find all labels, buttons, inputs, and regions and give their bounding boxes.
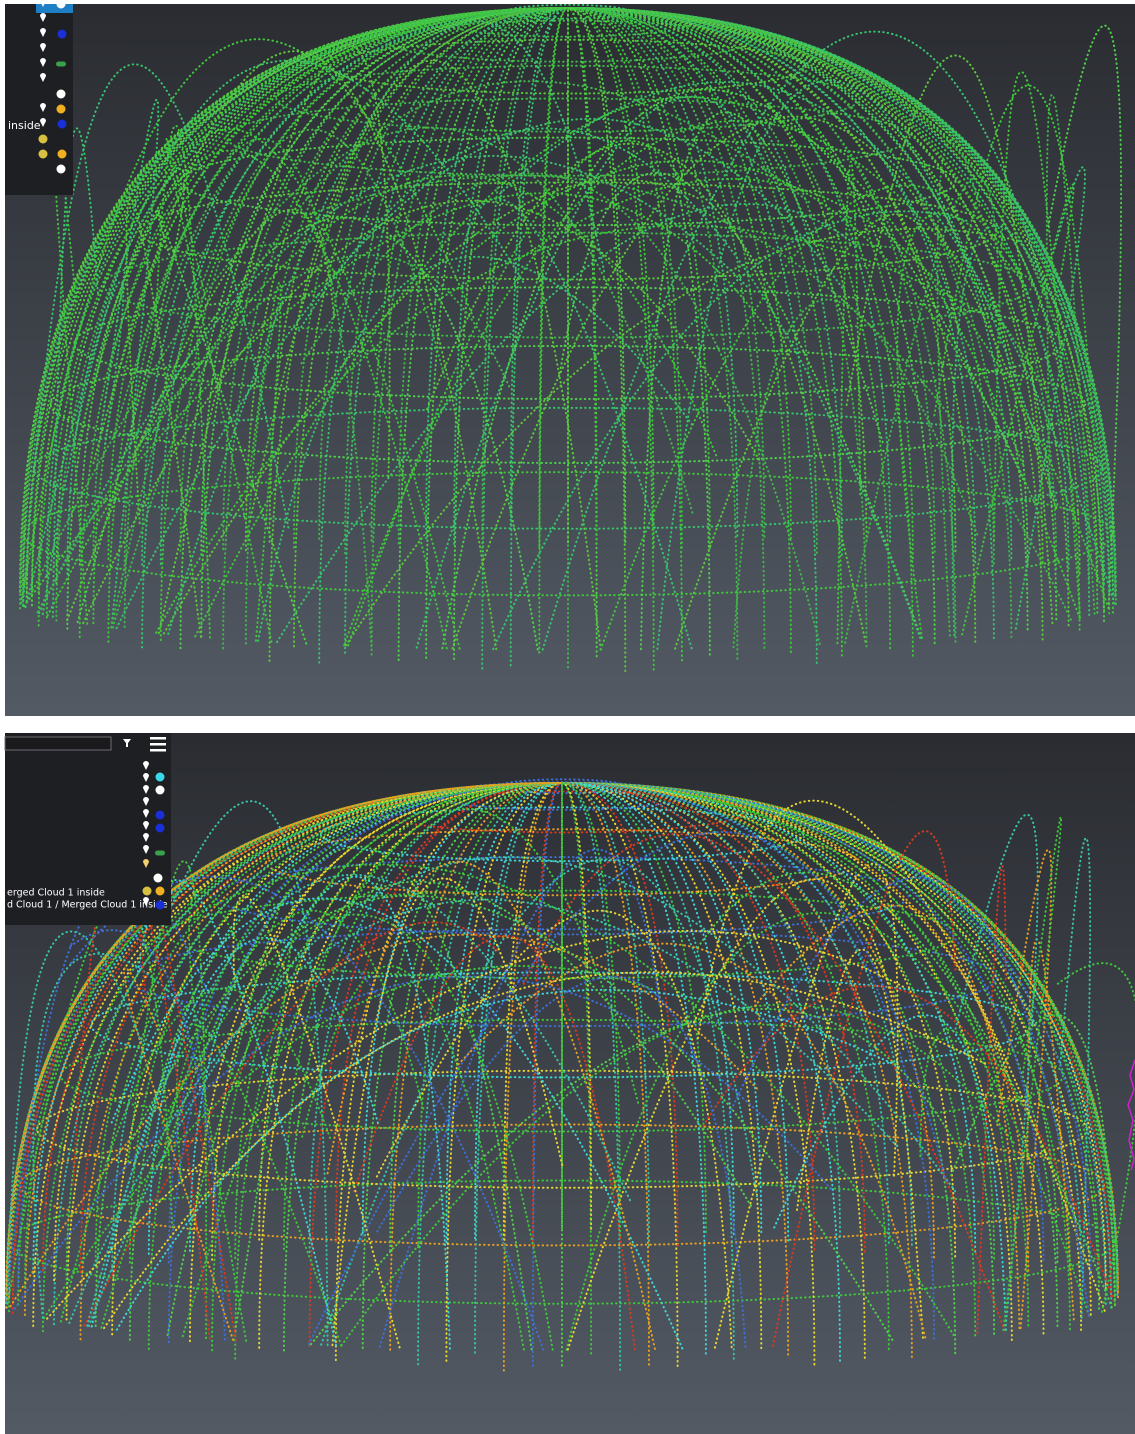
menu-button[interactable] [150,737,166,752]
menu-bar [150,749,166,752]
color-icon [57,165,66,174]
color-icon [154,874,163,883]
menu-bar [150,737,166,740]
color-icon [39,150,48,159]
menu-bar [150,743,166,746]
color-icon [156,901,165,910]
color-icon [57,105,66,114]
search-box[interactable] [5,737,111,750]
tree-label: erged Cloud 1 inside [7,888,105,899]
selected-row [36,4,73,13]
color-icon [156,773,165,782]
color-icon [156,824,165,833]
color-icon [39,135,48,144]
color-icon [58,30,67,39]
color-icon [155,851,165,856]
page: inside erged Cloud 1 inside d Cloud 1 / … [0,0,1135,1434]
viewport-top[interactable] [5,4,1135,716]
color-icon [143,887,152,896]
color-icon [57,90,66,99]
db-tree-top: inside [5,0,73,195]
screenshot: inside erged Cloud 1 inside d Cloud 1 / … [0,0,1135,1434]
db-tree-bottom: erged Cloud 1 inside d Cloud 1 / Merged … [5,733,171,925]
color-icon [58,120,67,129]
tree-label: inside [8,119,41,132]
color-icon [56,62,66,67]
color-icon [58,150,67,159]
color-icon [156,786,165,795]
color-icon [156,811,165,820]
color-icon [156,887,165,896]
